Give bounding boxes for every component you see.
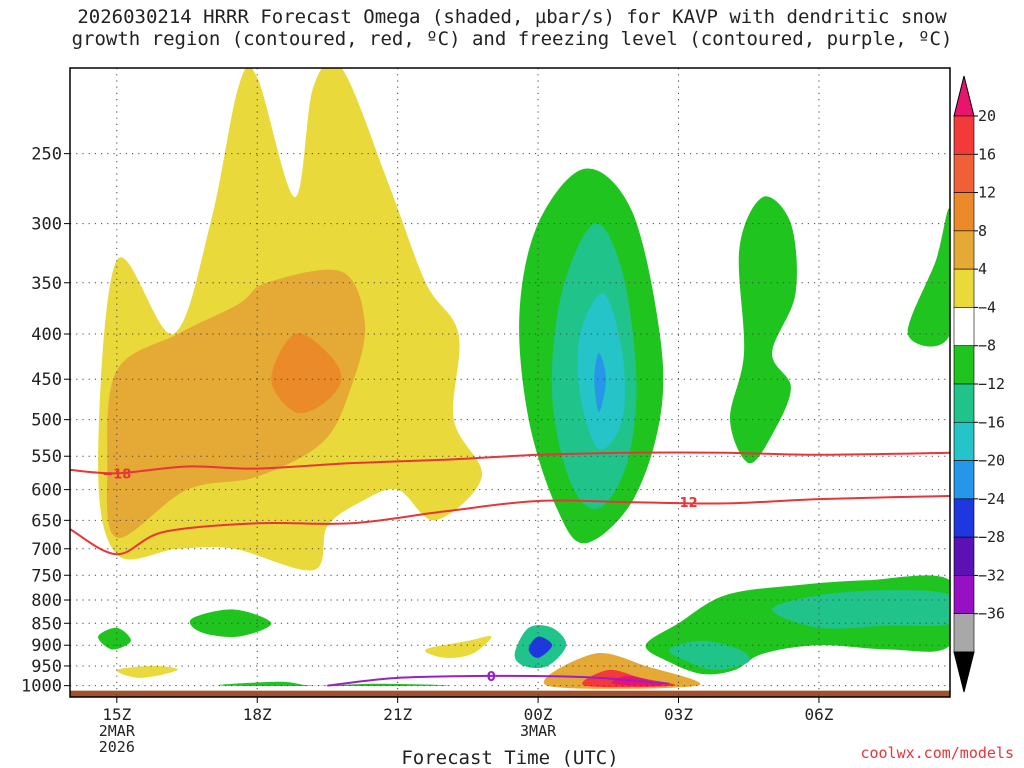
- colorbar-label: 12: [978, 184, 996, 202]
- colorbar: 20 16 12 8 4 −4 −8 −12 −16 −20 −24 −28 −32 −36: [953, 75, 1005, 693]
- colorbar-label: −28: [978, 528, 1005, 546]
- colorbar-label: −24: [978, 490, 1005, 508]
- x-tick-label: 15Z: [102, 705, 131, 724]
- chart-title-line-1: 2026030214 HRRR Forecast Omega (shaded, …: [77, 6, 947, 28]
- colorbar-swatch: [953, 115, 975, 155]
- y-tick-label: 650: [31, 511, 62, 531]
- chart-title: 2026030214 HRRR Forecast Omega (shaded, …: [0, 6, 1024, 50]
- colorbar-swatch: [953, 575, 975, 615]
- colorbar-label: −8: [978, 337, 996, 355]
- omega-region-red-lower: [543, 653, 701, 689]
- omega-region-green-small-left: [98, 627, 131, 650]
- y-tick-label: 800: [31, 591, 62, 611]
- y-tick-label: 850: [31, 614, 62, 634]
- y-tick-label: 1000: [21, 677, 62, 697]
- x-tick-label: 2026: [99, 738, 135, 756]
- y-tick-label: 700: [31, 540, 62, 560]
- contour-layer: −18 −12 0: [70, 451, 950, 687]
- y-tick-label: 400: [31, 325, 62, 345]
- omega-region-green-right-upper: [729, 196, 797, 464]
- y-tick-label: 550: [31, 447, 62, 467]
- colorbar-swatch: [953, 268, 975, 308]
- colorbar-top-arrow: [953, 75, 975, 117]
- omega-shading-layer: [98, 68, 950, 689]
- ground-band: [70, 690, 950, 697]
- omega-region-green-lower-left-blob: [189, 609, 272, 638]
- colorbar-label: −32: [978, 566, 1005, 584]
- colorbar-label: −12: [978, 375, 1005, 393]
- y-tick-label: 350: [31, 274, 62, 294]
- x-axis-label: Forecast Time (UTC): [401, 747, 618, 768]
- colorbar-swatch: [953, 345, 975, 385]
- y-tick-label: 750: [31, 566, 62, 586]
- colorbar-label: 16: [978, 145, 996, 163]
- contour-label-dgz-top-18C: −18: [102, 467, 131, 482]
- chart-title-line-2: growth region (contoured, red, ºC) and f…: [71, 28, 953, 50]
- colorbar-swatch: [953, 230, 975, 270]
- omega-region-green-right-edge: [907, 208, 950, 347]
- y-tick-label: 950: [31, 657, 62, 677]
- plot-frame: [69, 67, 951, 698]
- omega-region-green-ground-strip: [218, 681, 450, 687]
- x-tick-label: 2MAR: [99, 722, 136, 740]
- y-tick-label: 250: [31, 145, 62, 165]
- omega-region-teal-lower-mid: [668, 640, 750, 670]
- omega-region-yellow-lower-left: [116, 666, 178, 678]
- colorbar-swatch: [953, 536, 975, 576]
- colorbar-swatch: [953, 153, 975, 193]
- colorbar-swatch: [953, 383, 975, 423]
- omega-region-teal-lower-right: [772, 590, 950, 629]
- contour-dgz-bottom-12C: [70, 495, 950, 556]
- colorbar-label: 20: [978, 107, 996, 125]
- colorbar-label: 8: [978, 222, 987, 240]
- colorbar-label: −36: [978, 605, 1005, 623]
- x-tick-label: 21Z: [383, 705, 412, 724]
- x-tick-label: 3MAR: [520, 722, 557, 740]
- contour-label-freezing-level-0C: 0: [487, 670, 496, 685]
- colorbar-label: 4: [978, 260, 987, 278]
- colorbar-swatch: [953, 192, 975, 232]
- contour-dgz-top-18C: [70, 451, 950, 475]
- y-tick-label: 900: [31, 636, 62, 656]
- omega-region-blue-center-core: [594, 352, 606, 412]
- colorbar-swatch: [953, 613, 975, 653]
- omega-region-dark-orange-core: [271, 333, 342, 414]
- x-tick-label: 00Z: [524, 705, 553, 724]
- x-tick-label: 06Z: [804, 705, 833, 724]
- y-tick-label: 500: [31, 411, 62, 431]
- colorbar-swatch: [953, 421, 975, 461]
- omega-region-yellow-lower-mid: [425, 636, 492, 658]
- colorbar-swatch: [953, 460, 975, 500]
- y-tick-label: 450: [31, 370, 62, 390]
- omega-region-blue-lower-core: [528, 636, 553, 658]
- colorbar-swatch: [953, 498, 975, 538]
- x-tick-label: 18Z: [243, 705, 272, 724]
- watermark: coolwx.com/models: [860, 744, 1014, 762]
- colorbar-bottom-arrow: [953, 651, 975, 693]
- y-tick-label: 300: [31, 215, 62, 235]
- x-tick-label: 03Z: [664, 705, 693, 724]
- contour-label-dgz-bottom-12C: −12: [669, 496, 698, 511]
- colorbar-label: −16: [978, 413, 1005, 431]
- y-tick-label: 600: [31, 481, 62, 501]
- colorbar-swatch: [953, 307, 975, 347]
- colorbar-label: −4: [978, 298, 996, 316]
- y-axis: 2503003504004505005506006507007508008509…: [21, 145, 70, 697]
- colorbar-label: −20: [978, 452, 1005, 470]
- contour-freezing-level-0C: [327, 674, 670, 687]
